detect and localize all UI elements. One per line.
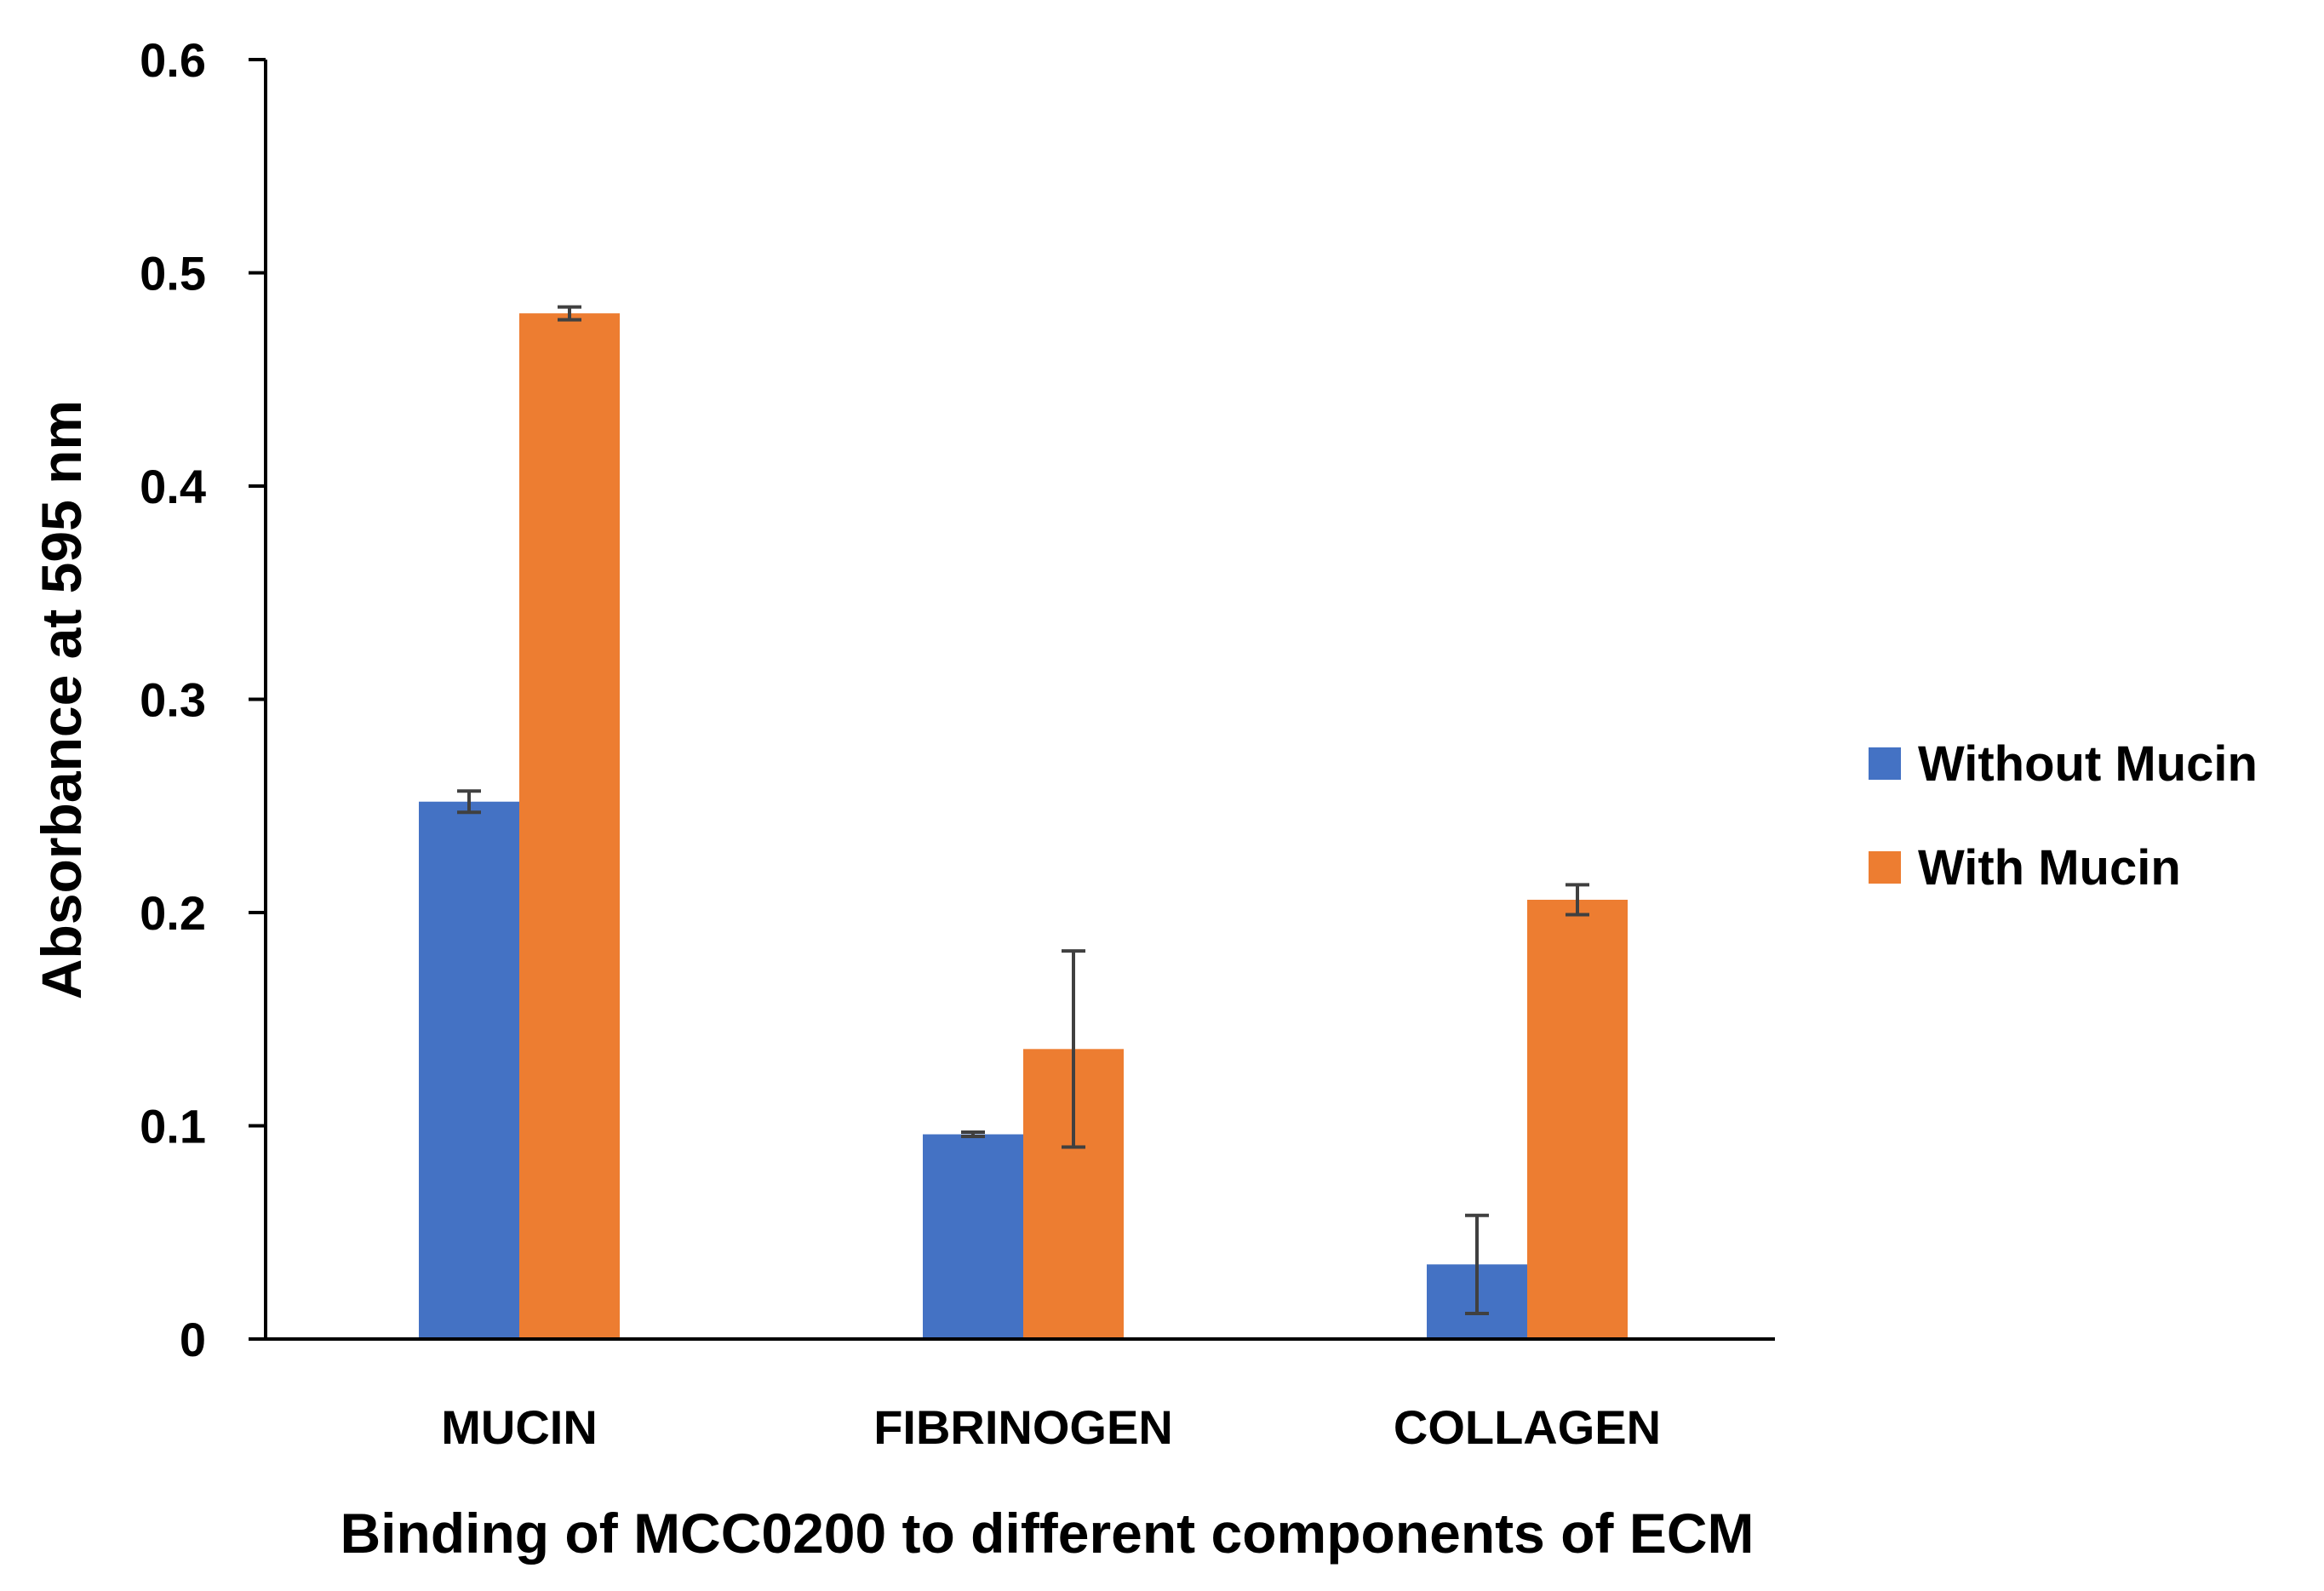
error-bar [1062, 949, 1085, 1149]
y-axis-ticks: 0 0.1 0.2 0.3 0.4 0.5 0.6 [140, 33, 266, 1366]
error-bar [457, 789, 481, 815]
bar-with-mucin-collagen [1527, 899, 1628, 1339]
error-bar [558, 305, 581, 322]
bar-with-mucin-mucin [519, 313, 620, 1340]
x-tick-label: MUCIN [441, 1400, 598, 1454]
bar-without-mucin-mucin [419, 801, 519, 1339]
bar-marks [419, 313, 1628, 1340]
legend: Without Mucin With Mucin [1869, 736, 2258, 896]
y-tick-label: 0.3 [140, 673, 206, 727]
error-bar [961, 1130, 985, 1139]
x-tick-label: COLLAGEN [1394, 1400, 1661, 1454]
bar-without-mucin-fibrinogen [923, 1134, 1023, 1339]
legend-item: With Mucin [1869, 840, 2181, 896]
legend-swatch [1869, 747, 1901, 780]
y-tick-label: 0.1 [140, 1100, 206, 1153]
error-bar [1465, 1213, 1489, 1315]
y-tick-label: 0.2 [140, 886, 206, 940]
y-tick-label: 0.6 [140, 33, 206, 87]
y-tick-label: 0.4 [140, 460, 206, 513]
legend-swatch [1869, 851, 1901, 884]
error-bars [457, 305, 1589, 1315]
legend-label: With Mucin [1918, 840, 2181, 896]
y-tick-label: 0.5 [140, 247, 206, 300]
x-axis-tick-labels: MUCIN FIBRINOGEN COLLAGEN [441, 1400, 1661, 1454]
x-tick-label: FIBRINOGEN [873, 1400, 1173, 1454]
x-axis-title: Binding of MCC0200 to different componen… [341, 1502, 1754, 1565]
legend-item: Without Mucin [1869, 736, 2258, 792]
y-tick-label: 0 [180, 1313, 206, 1366]
legend-label: Without Mucin [1918, 736, 2258, 792]
error-bar [1566, 883, 1589, 917]
y-axis-title: Absorbance at 595 nm [30, 400, 93, 999]
